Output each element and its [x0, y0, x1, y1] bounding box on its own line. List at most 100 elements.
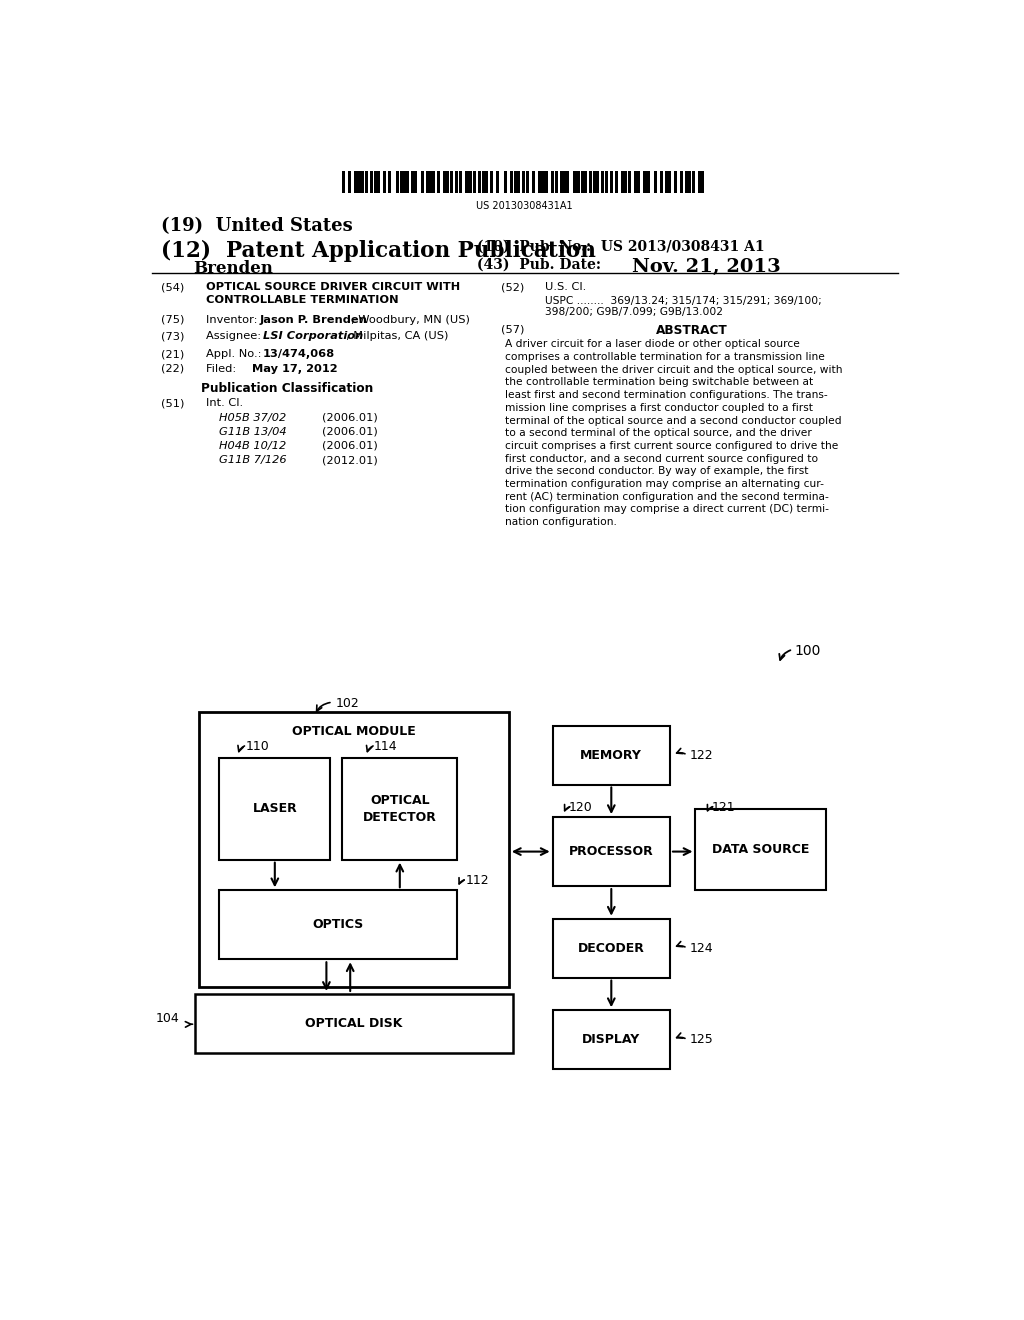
- Text: (2006.01): (2006.01): [323, 441, 378, 451]
- Text: MEMORY: MEMORY: [581, 748, 642, 762]
- Bar: [553, 817, 670, 886]
- Bar: [388, 170, 391, 193]
- Bar: [421, 170, 424, 193]
- Bar: [553, 919, 670, 978]
- Text: 13/474,068: 13/474,068: [263, 350, 335, 359]
- Bar: [374, 170, 380, 193]
- Bar: [455, 170, 458, 193]
- Text: 121: 121: [712, 801, 735, 813]
- Text: (22): (22): [162, 364, 184, 374]
- Bar: [496, 170, 499, 193]
- Bar: [660, 170, 664, 193]
- Bar: [219, 758, 331, 859]
- Bar: [634, 170, 640, 193]
- Text: OPTICAL
DETECTOR: OPTICAL DETECTOR: [362, 793, 437, 824]
- Bar: [614, 170, 617, 193]
- Bar: [539, 170, 548, 193]
- Text: Int. Cl.: Int. Cl.: [206, 399, 243, 408]
- Text: May 17, 2012: May 17, 2012: [252, 364, 338, 374]
- Bar: [684, 170, 690, 193]
- Bar: [482, 170, 488, 193]
- Bar: [504, 170, 507, 193]
- Text: OPTICAL MODULE: OPTICAL MODULE: [292, 725, 416, 738]
- Bar: [342, 170, 345, 193]
- Text: nation configuration.: nation configuration.: [505, 517, 616, 527]
- Text: H04B 10/12: H04B 10/12: [219, 441, 287, 451]
- Bar: [489, 170, 493, 193]
- Text: DISPLAY: DISPLAY: [583, 1034, 640, 1047]
- Text: (75): (75): [162, 315, 184, 325]
- Text: Inventor:: Inventor:: [206, 315, 264, 325]
- Text: PROCESSOR: PROCESSOR: [569, 845, 653, 858]
- Bar: [348, 170, 351, 193]
- Text: (54): (54): [162, 282, 184, 293]
- Text: OPTICS: OPTICS: [312, 919, 364, 932]
- Bar: [553, 726, 670, 784]
- Text: mission line comprises a first conductor coupled to a first: mission line comprises a first conductor…: [505, 403, 813, 413]
- Bar: [466, 170, 472, 193]
- Text: (57): (57): [501, 325, 524, 334]
- Bar: [674, 170, 677, 193]
- Text: G11B 13/04: G11B 13/04: [219, 426, 287, 437]
- Bar: [589, 170, 592, 193]
- Bar: [200, 713, 509, 987]
- Text: LSI Corporation: LSI Corporation: [263, 331, 364, 341]
- Text: Filed:: Filed:: [206, 364, 258, 374]
- Text: Brenden: Brenden: [194, 260, 273, 277]
- Bar: [643, 170, 649, 193]
- Text: (19)  United States: (19) United States: [162, 218, 353, 235]
- Text: (2006.01): (2006.01): [323, 412, 378, 422]
- Bar: [593, 170, 599, 193]
- Text: Appl. No.:: Appl. No.:: [206, 350, 268, 359]
- Bar: [400, 170, 410, 193]
- Text: to a second terminal of the optical source, and the driver: to a second terminal of the optical sour…: [505, 428, 812, 438]
- Bar: [370, 170, 373, 193]
- Text: OPTICAL SOURCE DRIVER CIRCUIT WITH: OPTICAL SOURCE DRIVER CIRCUIT WITH: [206, 282, 460, 293]
- Bar: [383, 170, 386, 193]
- Text: US 20130308431A1: US 20130308431A1: [476, 201, 573, 211]
- Bar: [698, 170, 705, 193]
- Text: first conductor, and a second current source configured to: first conductor, and a second current so…: [505, 454, 818, 463]
- Text: (21): (21): [162, 350, 184, 359]
- Bar: [654, 170, 657, 193]
- Text: Publication Classification: Publication Classification: [201, 381, 373, 395]
- Bar: [451, 170, 454, 193]
- Bar: [601, 170, 604, 193]
- Bar: [555, 170, 558, 193]
- Text: USPC ........  369/13.24; 315/174; 315/291; 369/100;: USPC ........ 369/13.24; 315/174; 315/29…: [545, 296, 821, 306]
- Text: 110: 110: [246, 739, 269, 752]
- Text: (2012.01): (2012.01): [323, 455, 378, 465]
- Bar: [560, 170, 569, 193]
- Bar: [354, 170, 364, 193]
- Bar: [477, 170, 480, 193]
- Text: Jason P. Brenden: Jason P. Brenden: [260, 315, 368, 325]
- Text: H05B 37/02: H05B 37/02: [219, 412, 287, 422]
- Bar: [510, 170, 513, 193]
- Bar: [553, 1010, 670, 1069]
- Bar: [514, 170, 520, 193]
- Text: 102: 102: [336, 697, 359, 710]
- Text: comprises a controllable termination for a transmission line: comprises a controllable termination for…: [505, 352, 825, 362]
- Text: , Milpitas, CA (US): , Milpitas, CA (US): [346, 331, 449, 341]
- Text: 398/200; G9B/7.099; G9B/13.002: 398/200; G9B/7.099; G9B/13.002: [545, 306, 723, 317]
- Text: (52): (52): [501, 282, 524, 293]
- Text: OPTICAL DISK: OPTICAL DISK: [305, 1016, 402, 1030]
- Bar: [581, 170, 587, 193]
- Bar: [551, 170, 554, 193]
- Bar: [426, 170, 435, 193]
- Text: U.S. Cl.: U.S. Cl.: [545, 282, 586, 293]
- Bar: [665, 170, 671, 193]
- Text: Assignee:: Assignee:: [206, 331, 264, 341]
- Text: Nov. 21, 2013: Nov. 21, 2013: [632, 257, 780, 276]
- Text: 122: 122: [690, 748, 714, 762]
- Text: (10)  Pub. No.:  US 2013/0308431 A1: (10) Pub. No.: US 2013/0308431 A1: [477, 240, 765, 253]
- Bar: [522, 170, 525, 193]
- Text: , Woodbury, MN (US): , Woodbury, MN (US): [351, 315, 470, 325]
- Text: 125: 125: [690, 1034, 714, 1047]
- Text: termination configuration may comprise an alternating cur-: termination configuration may comprise a…: [505, 479, 824, 490]
- Bar: [695, 809, 826, 890]
- Bar: [219, 890, 458, 960]
- Text: ABSTRACT: ABSTRACT: [655, 325, 727, 337]
- Bar: [605, 170, 608, 193]
- Bar: [366, 170, 369, 193]
